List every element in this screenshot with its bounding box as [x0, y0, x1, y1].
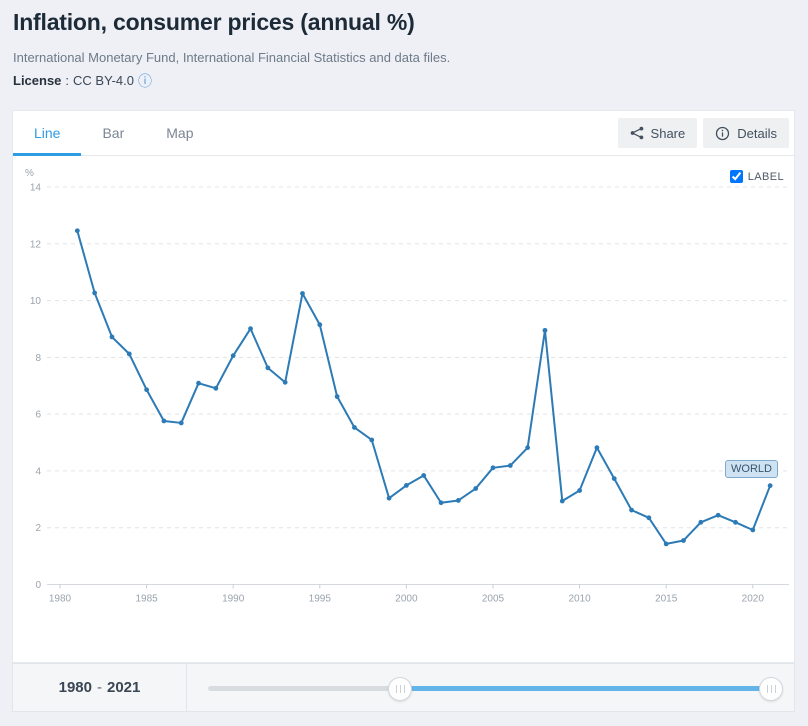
line-chart[interactable]: 0 2 4 6 8 10 12 14% 1980 1985 1990 1995 2000 2005 2010… [13, 157, 794, 662]
details-button-label: Details [737, 125, 777, 141]
y-tick-label: 14 [30, 182, 42, 193]
data-point[interactable] [178, 420, 184, 426]
x-tick-label: 1995 [309, 594, 332, 605]
chart-tabbar: Line Bar Map Share Details [13, 111, 794, 156]
slider-handle-end[interactable] [759, 676, 783, 701]
data-point[interactable] [542, 327, 548, 333]
y-tick-label: 10 [30, 296, 42, 307]
data-point[interactable] [126, 351, 132, 357]
data-point[interactable] [629, 507, 634, 513]
y-tick-label: 6 [35, 410, 41, 421]
data-point[interactable] [213, 385, 219, 391]
data-point[interactable] [282, 379, 288, 385]
share-icon [630, 126, 643, 140]
data-point[interactable] [767, 483, 773, 489]
toolbar-actions: Share Details [617, 111, 794, 155]
data-point[interactable] [663, 541, 669, 547]
series-line[interactable] [76, 229, 772, 545]
year-range-slider [208, 664, 783, 711]
data-point[interactable] [161, 418, 167, 424]
data-point[interactable] [681, 538, 686, 543]
data-point[interactable] [74, 228, 80, 234]
details-button[interactable]: Details [703, 118, 789, 148]
range-start-year: 1980 [58, 679, 92, 696]
data-point[interactable] [525, 445, 531, 451]
data-point[interactable] [577, 488, 582, 493]
share-button[interactable]: Share [617, 118, 698, 148]
data-point[interactable] [334, 394, 340, 399]
license-value: CC BY-4.0 [73, 73, 134, 88]
y-tick-label: 8 [35, 353, 41, 364]
x-tick-label: 1980 [49, 594, 72, 605]
page-header: Inflation, consumer prices (annual %) In… [13, 0, 795, 88]
page-title: Inflation, consumer prices (annual %) [13, 9, 415, 35]
x-tick-label: 2000 [395, 594, 418, 605]
share-button-label: Share [650, 125, 686, 141]
label-checkbox[interactable] [729, 170, 743, 183]
data-point[interactable] [611, 476, 617, 481]
data-point[interactable] [715, 512, 721, 518]
license-label: License [13, 73, 62, 88]
data-point[interactable] [369, 437, 375, 443]
source-citation: International Monetary Fund, Internation… [13, 50, 451, 65]
data-point[interactable] [473, 486, 479, 491]
data-point[interactable] [317, 322, 323, 328]
data-point[interactable] [300, 291, 305, 296]
range-end-year: 2021 [107, 679, 141, 696]
data-point[interactable] [404, 483, 409, 488]
data-point[interactable] [559, 498, 565, 504]
y-axis-unit: % [25, 168, 34, 179]
slider-handle-start[interactable] [388, 676, 412, 701]
range-separator: - [97, 679, 102, 696]
y-tick-label: 0 [35, 580, 41, 591]
data-point[interactable] [594, 445, 600, 451]
data-point[interactable] [230, 353, 236, 359]
data-point[interactable] [109, 334, 115, 340]
data-point[interactable] [196, 380, 201, 386]
data-point[interactable] [733, 519, 738, 525]
tab-map[interactable]: Map [166, 125, 194, 141]
tab-line[interactable]: Line [13, 111, 82, 156]
x-tick-label: 1985 [135, 594, 158, 605]
data-point[interactable] [646, 515, 652, 521]
info-icon [716, 126, 730, 140]
data-point[interactable] [265, 365, 271, 371]
label-checkbox-text: LABEL [747, 170, 784, 183]
data-point[interactable] [92, 290, 98, 296]
y-tick-label: 2 [35, 523, 41, 534]
x-tick-label: 2005 [482, 594, 505, 605]
x-tick-label: 2015 [655, 594, 678, 605]
y-tick-label: 12 [30, 239, 42, 250]
data-point[interactable] [507, 463, 513, 468]
time-range-bar: 1980 - 2021 [12, 663, 795, 712]
chart-canvas[interactable]: 0 2 4 6 8 10 12 14% 1980 1985 1990 1995 2000 2005 2010… [13, 157, 794, 663]
data-point[interactable] [698, 519, 704, 525]
data-point[interactable] [352, 425, 357, 430]
data-point[interactable] [248, 326, 253, 332]
data-point[interactable] [750, 527, 756, 533]
chart-card: Line Bar Map Share Details [12, 110, 795, 663]
tab-bar[interactable]: Bar [102, 125, 125, 141]
x-tick-label: 2020 [742, 594, 765, 605]
series-annotation-world: WORLD [725, 460, 778, 478]
data-point[interactable] [490, 465, 496, 471]
data-point[interactable] [421, 473, 427, 478]
license-separator: : [65, 73, 70, 88]
slider-selected-track[interactable] [400, 685, 771, 691]
selected-range-label: 1980 - 2021 [13, 664, 187, 711]
data-point[interactable] [144, 387, 150, 393]
label-toggle[interactable]: LABEL [729, 170, 784, 183]
x-tick-label: 1990 [222, 594, 245, 605]
x-tick-label: 2010 [568, 594, 591, 605]
license-line: License : CC BY-4.0 ⓘ [13, 73, 795, 88]
data-point[interactable] [438, 500, 444, 506]
data-point[interactable] [386, 495, 392, 501]
y-tick-label: 4 [35, 466, 41, 477]
license-info-icon[interactable]: ⓘ [137, 72, 152, 89]
data-point[interactable] [455, 498, 461, 503]
